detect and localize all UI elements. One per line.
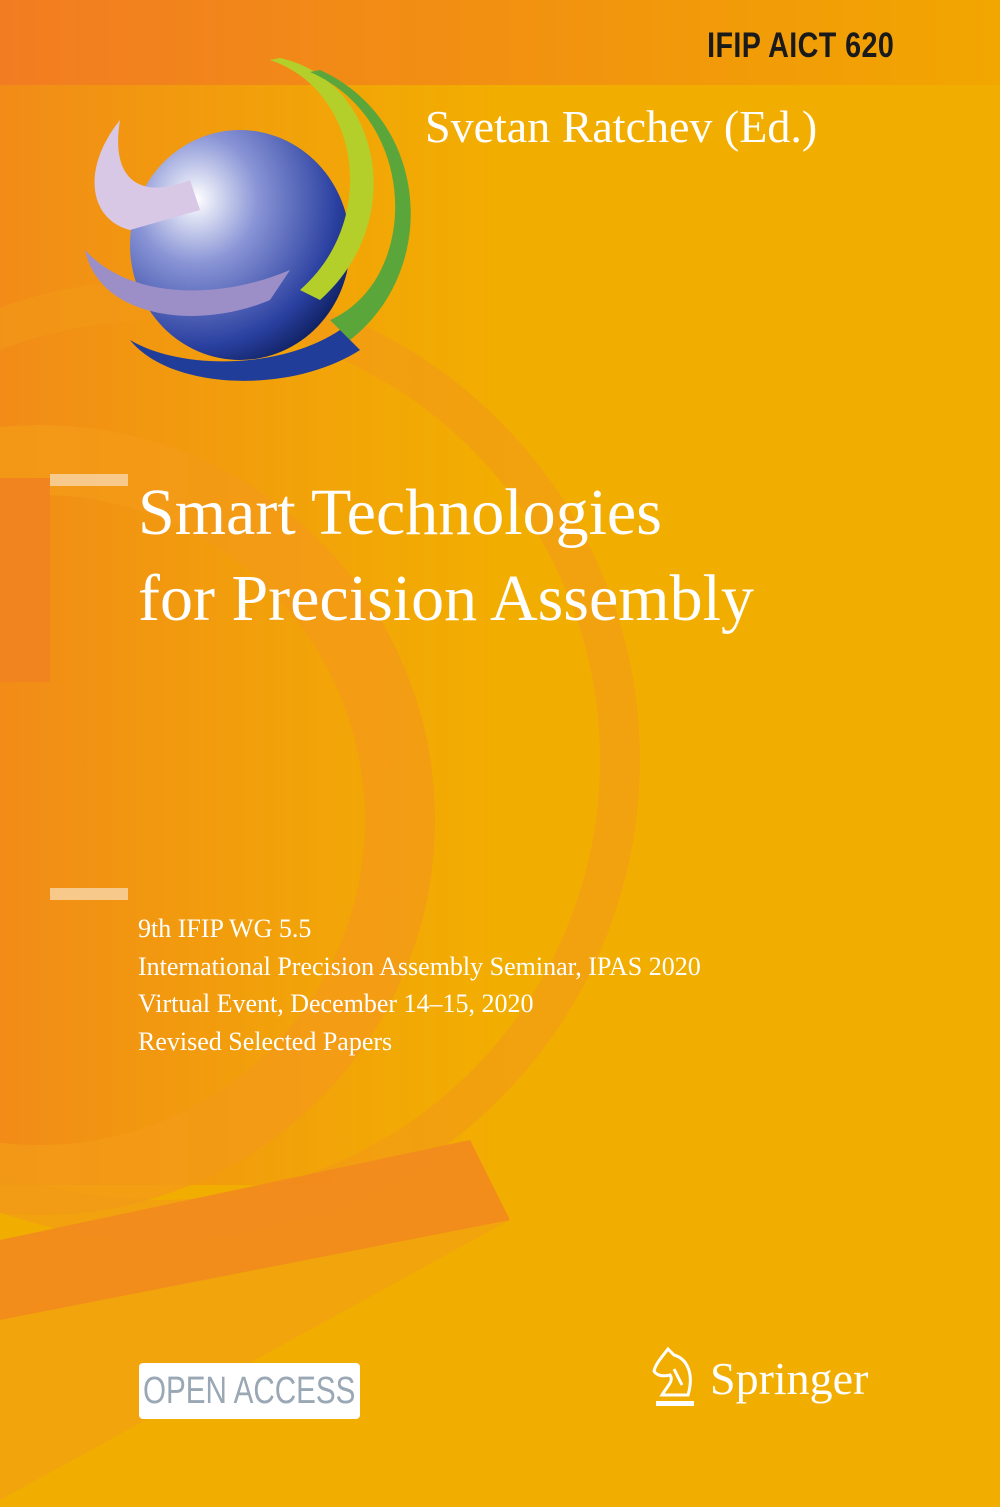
publisher-logo: Springer bbox=[648, 1345, 868, 1411]
subtitle-line: International Precision Assembly Seminar… bbox=[138, 951, 701, 981]
book-subtitle: 9th IFIP WG 5.5 International Precision … bbox=[138, 910, 701, 1060]
title-line: for Precision Assembly bbox=[138, 562, 754, 635]
subtitle-line: 9th IFIP WG 5.5 bbox=[138, 914, 312, 943]
springer-horse-icon bbox=[652, 1346, 694, 1406]
title-line: Smart Technologies bbox=[138, 476, 662, 549]
ifip-globe-logo bbox=[85, 58, 411, 381]
open-access-badge: OPEN ACCESS bbox=[139, 1363, 360, 1419]
series-label: IFIP AICT 620 bbox=[706, 26, 894, 65]
book-title: Smart Technologies for Precision Assembl… bbox=[138, 470, 754, 642]
divider-dash bbox=[50, 888, 128, 900]
open-access-label: OPEN ACCESS bbox=[143, 1369, 356, 1412]
editor-name: Svetan Ratchev (Ed.) bbox=[425, 101, 818, 152]
subtitle-line: Revised Selected Papers bbox=[138, 1026, 393, 1056]
publisher-name: Springer bbox=[710, 1352, 869, 1404]
subtitle-line: Virtual Event, December 14–15, 2020 bbox=[138, 989, 534, 1018]
